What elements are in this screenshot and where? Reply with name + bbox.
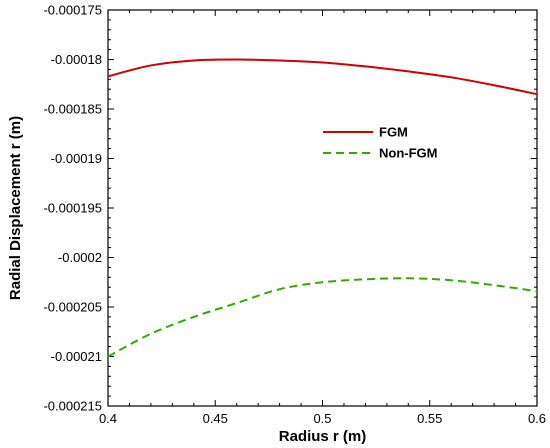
y-tick-label: -0.000205 (43, 300, 102, 315)
y-tick-label: -0.000215 (43, 399, 102, 414)
y-tick-label: -0.0002 (58, 250, 102, 265)
y-tick-label: -0.00018 (51, 52, 102, 67)
y-tick-label: -0.00021 (51, 349, 102, 364)
x-tick-label: 0.6 (528, 411, 546, 426)
series-group (107, 58, 538, 358)
y-axis-title: Radial Displacement r (m) (7, 116, 24, 300)
series-line-fgm (107, 58, 538, 96)
x-tick-label: 0.5 (313, 411, 331, 426)
x-tick-label: 0.4 (99, 411, 117, 426)
y-tick-label: -0.00019 (51, 151, 102, 166)
series-line-non-fgm (107, 277, 538, 358)
y-tick-label: -0.000195 (43, 201, 102, 216)
x-axis-title: Radius r (m) (279, 428, 367, 445)
legend-label: Non-FGM (379, 146, 437, 161)
x-tick-label: 0.55 (417, 411, 442, 426)
plot-frame (107, 9, 538, 407)
y-tick-label: -0.000185 (43, 102, 102, 117)
axis-ticks: 0.4 0.45 0.5 0.55 0.6 -0.000175 -0.00018 -0.000… (43, 3, 546, 427)
legend-label: FGM (379, 125, 408, 140)
legend: FGM Non-FGM (323, 125, 437, 161)
y-tick-label: -0.000175 (43, 3, 102, 18)
x-tick-label: 0.45 (203, 411, 228, 426)
